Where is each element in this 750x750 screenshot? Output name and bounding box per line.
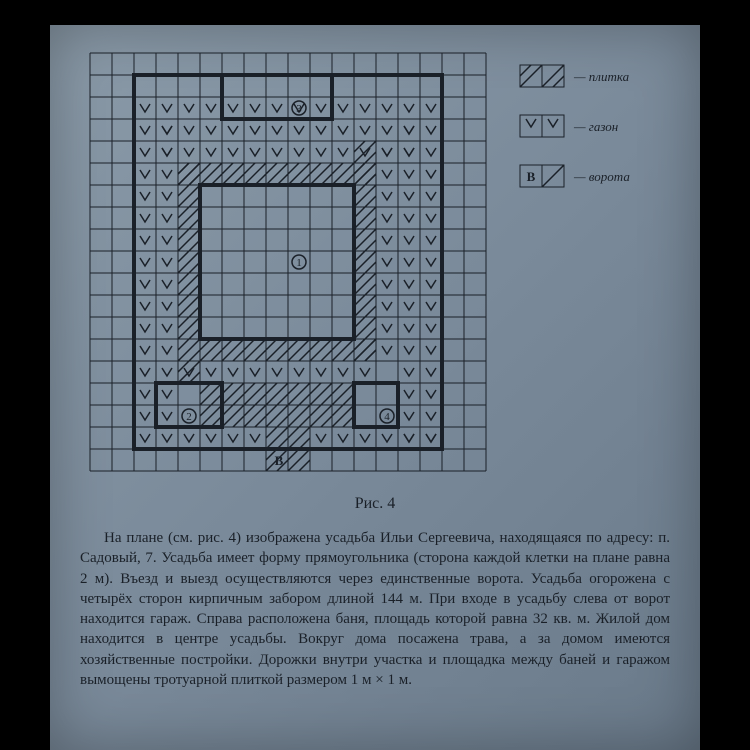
problem-text: На плане (см. рис. 4) изображена усадьба…: [80, 528, 670, 690]
svg-text:4: 4: [384, 411, 390, 423]
plan-figure: 1 2 3 4 В — плитка — газон В — ворота: [80, 45, 670, 485]
svg-text:3: 3: [296, 103, 302, 115]
svg-text:В: В: [275, 453, 284, 468]
svg-text:— газон: — газон: [573, 119, 618, 134]
figure-caption: Рис. 4: [80, 495, 670, 513]
page-photo: 1 2 3 4 В — плитка — газон В — ворота Рис. 4 На…: [50, 25, 700, 750]
content-area: 1 2 3 4 В — плитка — газон В — ворота Рис. 4 На…: [50, 25, 700, 725]
svg-text:— плитка: — плитка: [573, 69, 630, 84]
svg-text:— ворота: — ворота: [573, 169, 630, 184]
svg-text:В: В: [527, 169, 536, 184]
svg-text:2: 2: [186, 411, 192, 423]
svg-text:1: 1: [296, 257, 302, 269]
